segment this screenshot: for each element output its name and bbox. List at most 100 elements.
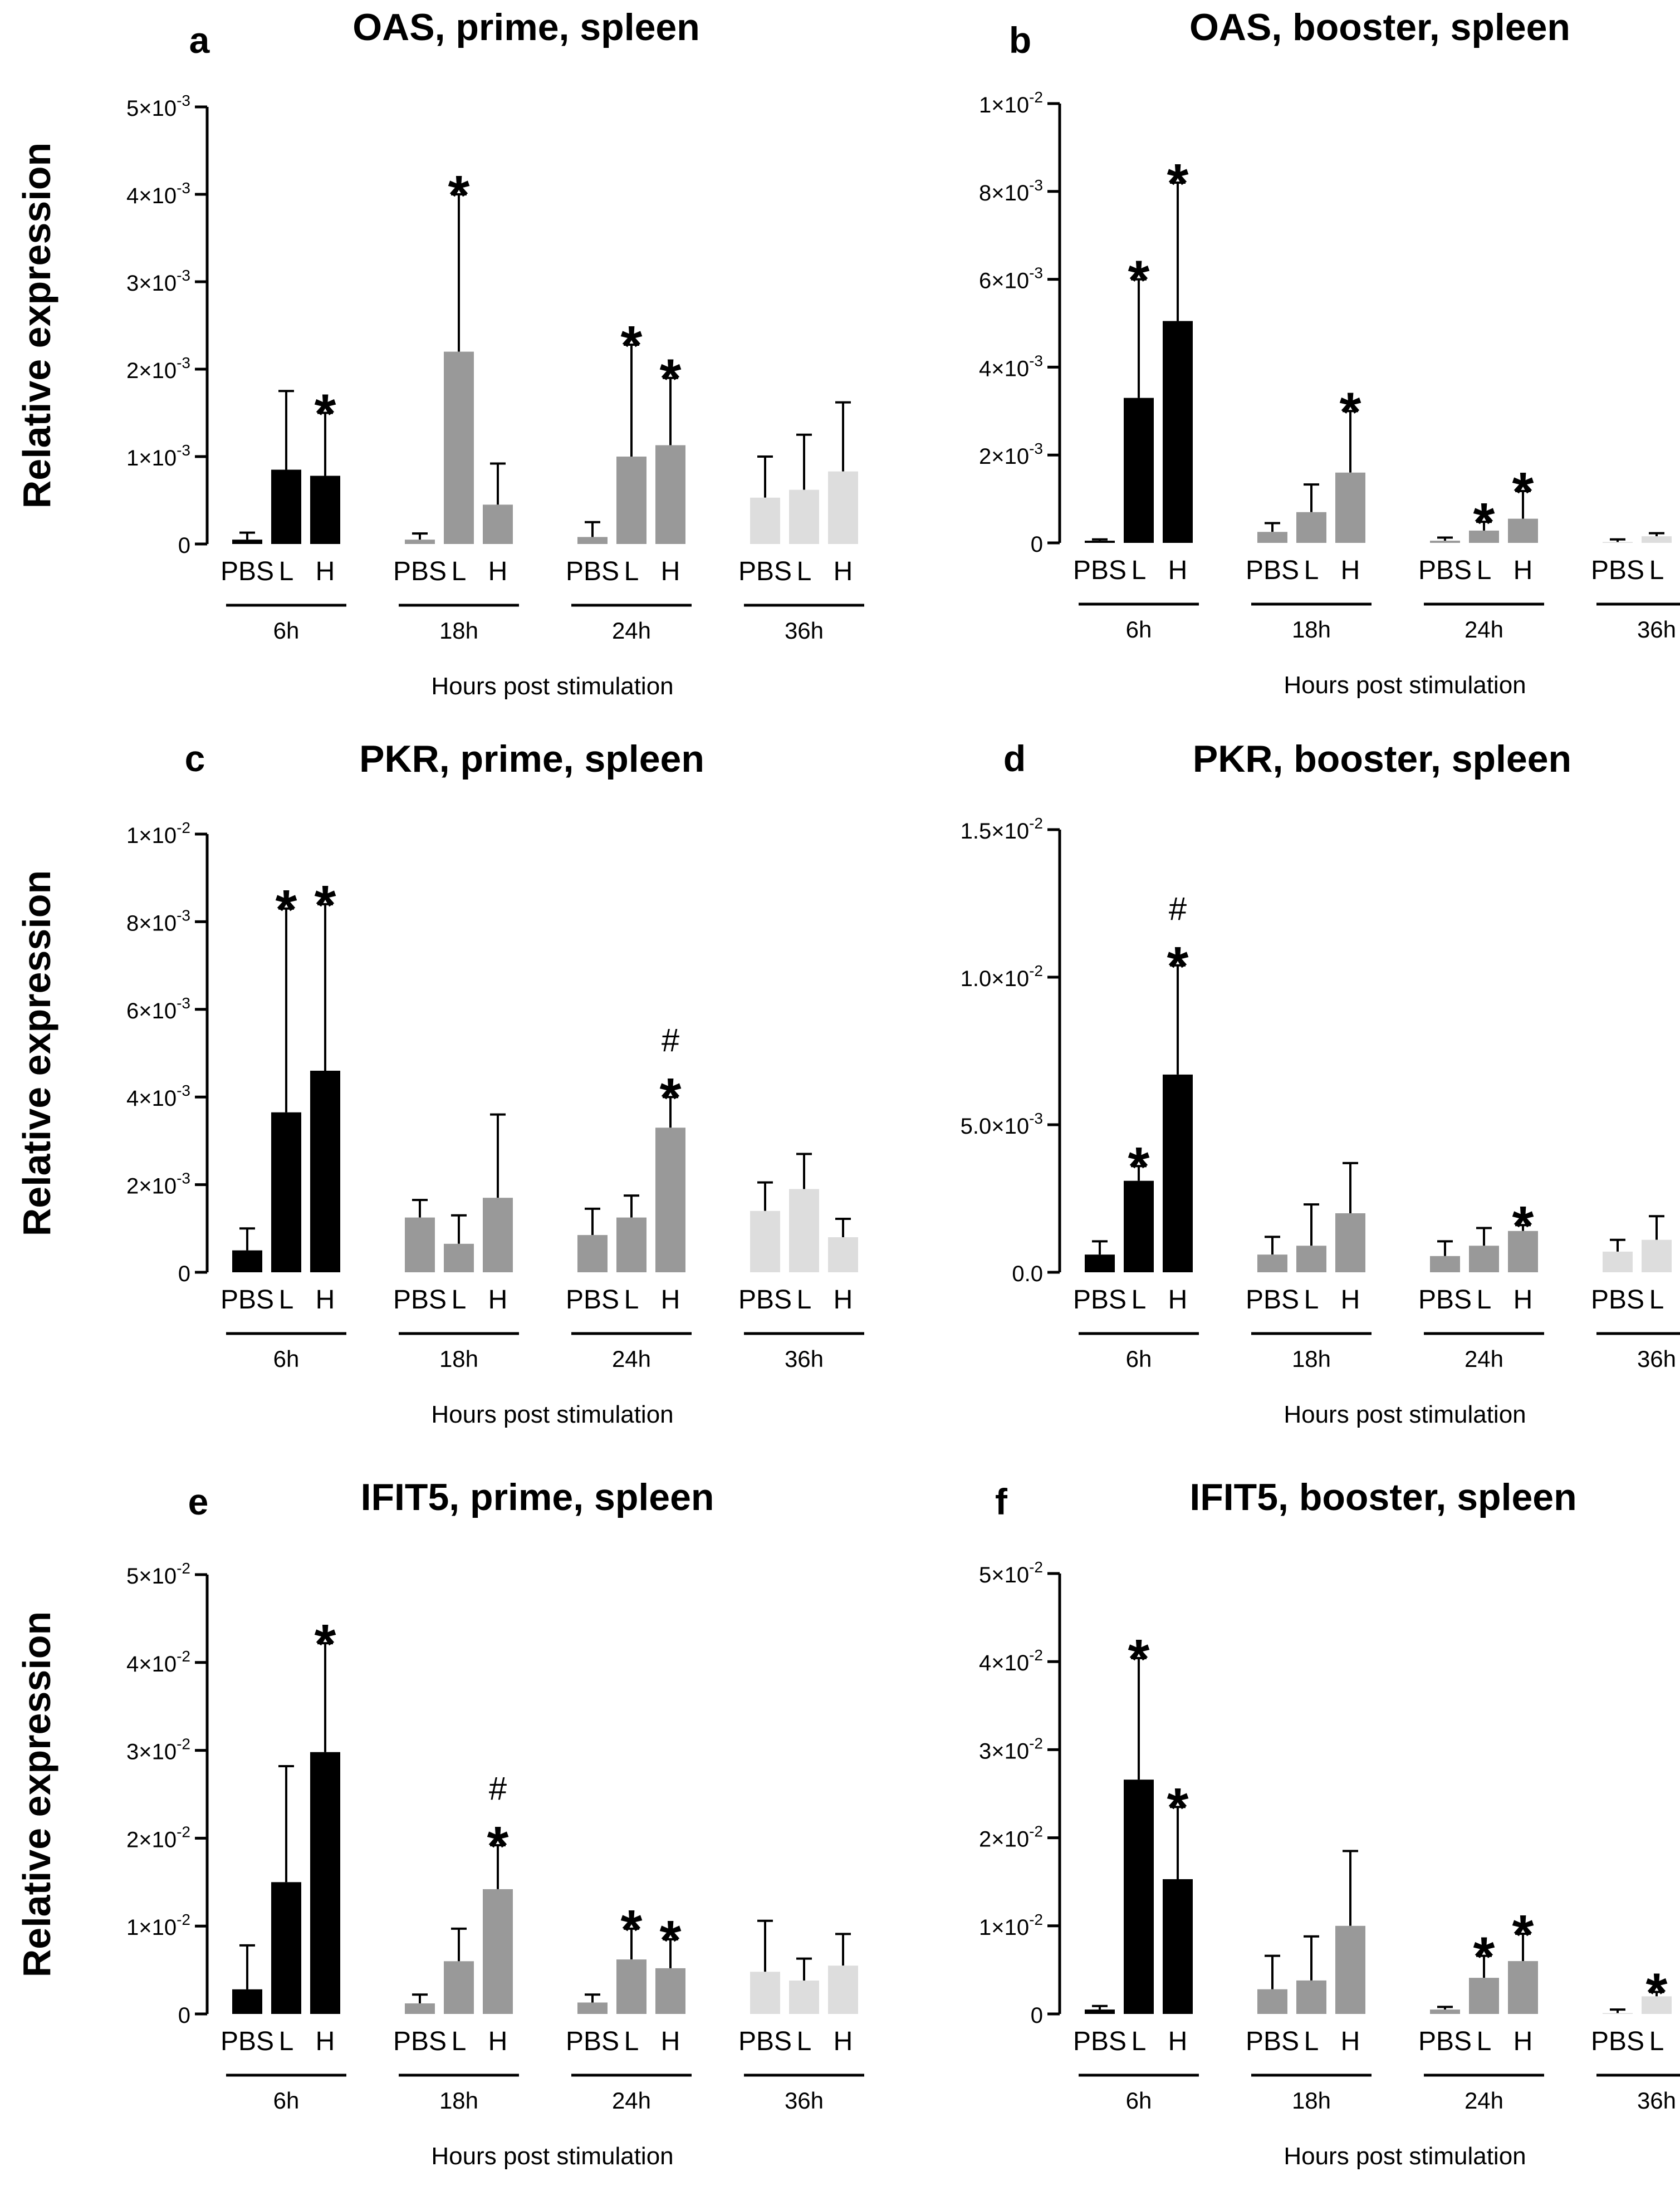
- category-label: L: [1132, 556, 1147, 585]
- significance-star: *: [621, 315, 643, 377]
- category-label: H: [1514, 1285, 1533, 1315]
- y-axis-label: Relative expression: [15, 143, 58, 509]
- category-label: L: [452, 2027, 467, 2056]
- y-tick-label: 3×10-3: [126, 267, 190, 296]
- bar-18h-L: [1296, 1246, 1326, 1272]
- bar-18h-L: [444, 351, 474, 544]
- group-label: 24h: [1465, 616, 1503, 643]
- category-label: H: [316, 557, 335, 586]
- category-label: H: [661, 2027, 680, 2056]
- y-tick-label: 6×10-3: [979, 264, 1043, 293]
- bar-24h-L: [616, 457, 646, 544]
- bar-18h-H: [483, 1889, 513, 2014]
- category-label: H: [1341, 2027, 1360, 2056]
- significance-star: *: [1167, 153, 1189, 215]
- panel-e: e IFIT5, prime, spleen 0 1×10-2 2×10-2 3×10-2…: [15, 1476, 864, 2170]
- y-tick-label: 2×10-2: [126, 1823, 190, 1852]
- significance-star: *: [276, 879, 297, 941]
- y-tick-exponent: -2: [177, 1911, 190, 1928]
- group-label: 6h: [273, 2087, 300, 2114]
- y-tick-label: 3×10-2: [979, 1734, 1043, 1763]
- y-tick-exponent: -2: [177, 1560, 190, 1577]
- category-label: L: [1132, 2027, 1147, 2056]
- bar-24h-L: [1469, 530, 1499, 543]
- y-tick-exponent: -2: [177, 1736, 190, 1753]
- category-label: H: [834, 1285, 853, 1315]
- bar-24h-PBS: [577, 1235, 608, 1272]
- bar-6h-H: [1163, 1074, 1193, 1272]
- panel-f: f IFIT5, booster, spleen 0 1×10-2 2×10-2 3×10…: [979, 1476, 1680, 2170]
- group-label: 36h: [785, 2087, 824, 2114]
- category-label: H: [488, 2027, 508, 2056]
- y-tick-label: 0: [178, 533, 190, 558]
- category-label: L: [1649, 556, 1664, 585]
- y-tick-label: 0: [1031, 532, 1043, 557]
- panel-letter: c: [185, 738, 205, 779]
- y-tick-exponent: -2: [1029, 1734, 1043, 1752]
- group-label: 24h: [1465, 2087, 1503, 2114]
- category-label: L: [452, 557, 467, 586]
- y-tick-exponent: -2: [1029, 1558, 1043, 1576]
- category-label: PBS: [1073, 1285, 1126, 1315]
- significance-star: *: [1473, 492, 1495, 554]
- bar-36h-L: [789, 489, 819, 544]
- category-label: L: [1132, 1285, 1147, 1315]
- category-label: PBS: [1073, 2027, 1126, 2056]
- group-label: 24h: [612, 617, 651, 644]
- bar-24h-H: [655, 445, 685, 544]
- category-label: PBS: [1591, 556, 1644, 585]
- y-tick-label: 4×10-3: [126, 1082, 190, 1111]
- bar-24h-H: [655, 1128, 685, 1272]
- category-label: PBS: [1073, 556, 1126, 585]
- y-tick-exponent: -3: [1029, 440, 1043, 457]
- significance-star: *: [1128, 1136, 1150, 1198]
- x-axis-label: Hours post stimulation: [431, 2143, 673, 2170]
- bar-36h-L: [1642, 1239, 1672, 1272]
- y-tick-exponent: -2: [1029, 962, 1043, 979]
- y-axis-label: Relative expression: [15, 870, 58, 1237]
- bar-18h-H: [483, 504, 513, 544]
- panel-title: OAS, booster, spleen: [1189, 6, 1570, 48]
- y-tick-exponent: -3: [1029, 1110, 1043, 1127]
- category-label: H: [834, 557, 853, 586]
- category-label: L: [1649, 2027, 1664, 2056]
- y-tick-exponent: -3: [177, 442, 190, 459]
- significance-star: *: [1128, 1628, 1150, 1690]
- bar-36h-PBS: [1603, 2013, 1633, 2014]
- y-tick-label: 1×10-2: [126, 1911, 190, 1940]
- bar-18h-PBS: [405, 1217, 435, 1272]
- y-tick-exponent: -3: [1029, 264, 1043, 282]
- significance-star: *: [660, 1067, 682, 1129]
- significance-star: *: [315, 383, 336, 445]
- y-tick-label: 4×10-2: [126, 1648, 190, 1677]
- bar-24h-H: [1508, 1961, 1538, 2014]
- y-tick-label: 1×10-2: [126, 819, 190, 848]
- category-label: PBS: [566, 2027, 619, 2056]
- bar-6h-PBS: [232, 540, 262, 544]
- y-tick-exponent: -2: [1029, 1646, 1043, 1664]
- category-label: L: [279, 1285, 294, 1315]
- panel-c: c PKR, prime, spleen 0 2×10-3 4×10-3 6×10-3 8×…: [15, 738, 864, 1428]
- group-label: 6h: [1126, 616, 1152, 643]
- category-label: PBS: [1418, 556, 1472, 585]
- y-tick-label: 0.0: [1012, 1262, 1043, 1286]
- group-label: 24h: [612, 2087, 651, 2114]
- significance-star: *: [315, 874, 336, 937]
- significance-hash: #: [489, 1771, 507, 1807]
- y-tick-label: 1×10-2: [979, 1911, 1043, 1940]
- category-label: PBS: [1418, 2027, 1472, 2056]
- bar-18h-L: [1296, 512, 1326, 543]
- category-label: H: [661, 557, 680, 586]
- bar-18h-PBS: [405, 2003, 435, 2014]
- y-tick-exponent: -2: [1029, 815, 1043, 832]
- bar-6h-L: [1124, 398, 1154, 543]
- y-tick-exponent: -3: [177, 92, 190, 109]
- bar-36h-H: [828, 1237, 858, 1272]
- y-tick-exponent: -3: [177, 354, 190, 371]
- y-tick-exponent: -3: [177, 179, 190, 197]
- bar-6h-H: [310, 476, 340, 544]
- y-tick-exponent: -2: [177, 1823, 190, 1840]
- group-label: 18h: [1292, 1346, 1331, 1372]
- significance-star: *: [315, 1613, 336, 1675]
- category-label: H: [1341, 1285, 1360, 1315]
